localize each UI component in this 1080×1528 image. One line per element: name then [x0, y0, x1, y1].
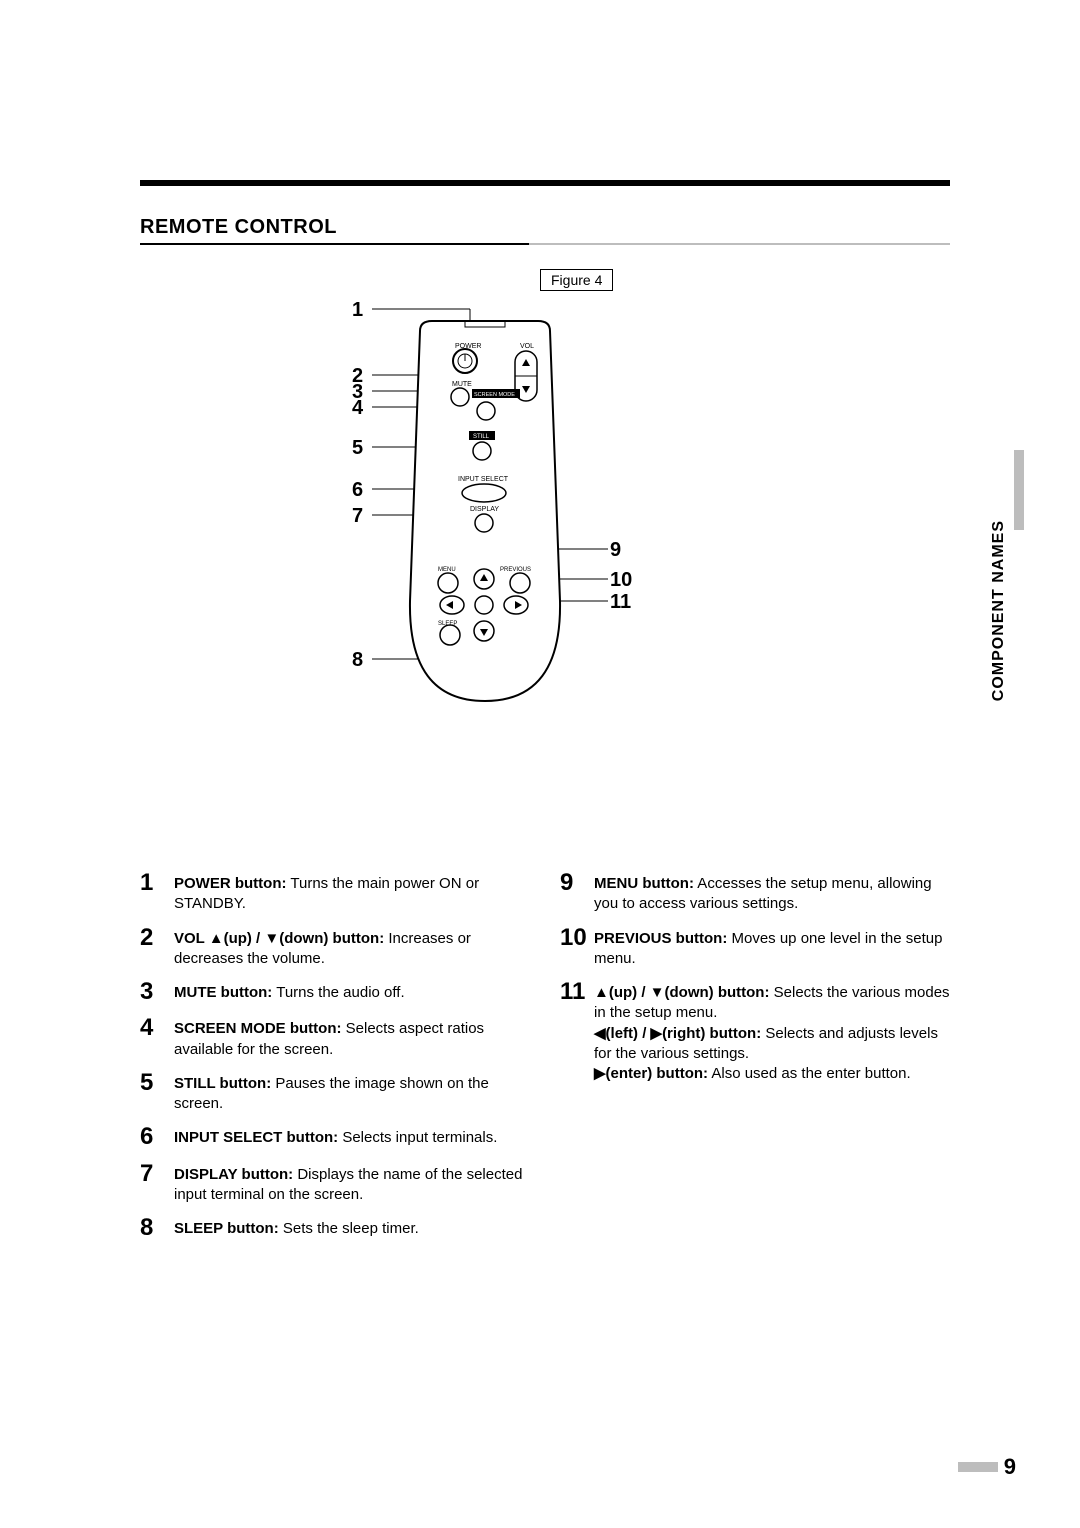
- list-item: 9MENU button: Accesses the setup menu, a…: [560, 870, 950, 915]
- page-number: 9: [1004, 1454, 1016, 1480]
- item-text: POWER button: Turns the main power ON or…: [174, 870, 530, 915]
- item-text: PREVIOUS button: Moves up one level in t…: [594, 925, 950, 970]
- item-number: 1: [140, 870, 174, 896]
- figure-label: Figure 4: [540, 269, 613, 291]
- list-item: 3MUTE button: Turns the audio off.: [140, 979, 530, 1005]
- svg-text:SCREEN MODE: SCREEN MODE: [474, 392, 515, 398]
- item-text: VOL ▲(up) / ▼(down) button: Increases or…: [174, 925, 530, 970]
- item-number: 6: [140, 1124, 174, 1150]
- list-item: 2VOL ▲(up) / ▼(down) button: Increases o…: [140, 925, 530, 970]
- svg-text:DISPLAY: DISPLAY: [470, 506, 499, 513]
- svg-text:MUTE: MUTE: [452, 381, 472, 388]
- item-number: 11: [560, 979, 594, 1005]
- list-item: 7DISPLAY button: Displays the name of th…: [140, 1161, 530, 1206]
- remote-diagram: POWER VOL MUTE SCREEN MODE STILL INPUT S…: [360, 291, 640, 721]
- page-number-wrap: 9: [958, 1454, 1016, 1480]
- list-item: 8SLEEP button: Sets the sleep timer.: [140, 1215, 530, 1241]
- list-item: 10PREVIOUS button: Moves up one level in…: [560, 925, 950, 970]
- list-item: 1POWER button: Turns the main power ON o…: [140, 870, 530, 915]
- item-number: 2: [140, 925, 174, 951]
- side-tab: COMPONENT NAMES: [990, 520, 1012, 760]
- item-number: 5: [140, 1070, 174, 1096]
- item-text: SCREEN MODE button: Selects aspect ratio…: [174, 1015, 530, 1060]
- description-columns: 1POWER button: Turns the main power ON o…: [140, 870, 950, 1252]
- svg-text:MENU: MENU: [438, 567, 456, 573]
- item-text: DISPLAY button: Displays the name of the…: [174, 1161, 530, 1206]
- item-text: ▲(up) / ▼(down) button: Selects the vari…: [594, 979, 950, 1084]
- item-number: 8: [140, 1215, 174, 1241]
- column-right: 9MENU button: Accesses the setup menu, a…: [560, 870, 950, 1252]
- side-tab-text: COMPONENT NAMES: [990, 520, 1008, 701]
- item-number: 10: [560, 925, 594, 951]
- list-item: 6INPUT SELECT button: Selects input term…: [140, 1124, 530, 1150]
- item-number: 9: [560, 870, 594, 896]
- item-text: INPUT SELECT button: Selects input termi…: [174, 1124, 497, 1148]
- list-item: 11▲(up) / ▼(down) button: Selects the va…: [560, 979, 950, 1084]
- item-text: SLEEP button: Sets the sleep timer.: [174, 1215, 419, 1239]
- svg-text:STILL: STILL: [473, 434, 490, 440]
- section-title: REMOTE CONTROL: [140, 216, 940, 239]
- column-left: 1POWER button: Turns the main power ON o…: [140, 870, 530, 1252]
- item-text: MUTE button: Turns the audio off.: [174, 979, 405, 1003]
- title-underline: [140, 243, 950, 245]
- item-number: 4: [140, 1015, 174, 1041]
- page-content: REMOTE CONTROL Figure 4 1 2 3 4 5 6 7 8 …: [140, 180, 940, 789]
- svg-text:INPUT SELECT: INPUT SELECT: [458, 476, 509, 483]
- top-rule: [140, 180, 950, 186]
- item-text: STILL button: Pauses the image shown on …: [174, 1070, 530, 1115]
- item-text: MENU button: Accesses the setup menu, al…: [594, 870, 950, 915]
- side-tab-bar: [1014, 450, 1024, 530]
- svg-text:PREVIOUS: PREVIOUS: [500, 567, 531, 573]
- page-number-bar: [958, 1462, 998, 1472]
- item-number: 3: [140, 979, 174, 1005]
- figure: Figure 4 1 2 3 4 5 6 7 8 9 10 11: [140, 269, 950, 789]
- svg-text:VOL: VOL: [520, 343, 534, 350]
- list-item: 5STILL button: Pauses the image shown on…: [140, 1070, 530, 1115]
- item-number: 7: [140, 1161, 174, 1187]
- list-item: 4SCREEN MODE button: Selects aspect rati…: [140, 1015, 530, 1060]
